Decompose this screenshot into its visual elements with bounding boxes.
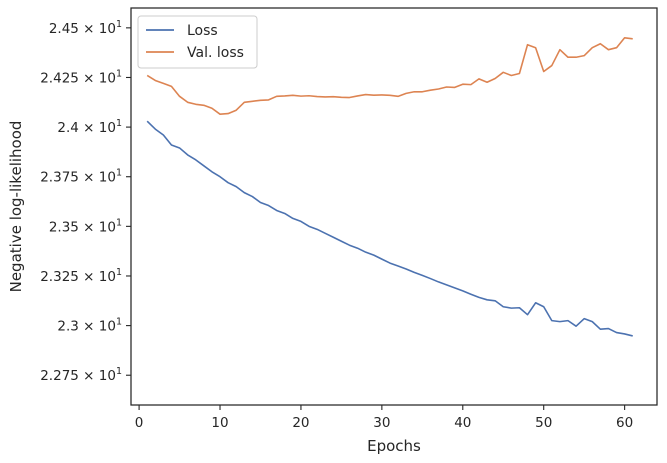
y-tick-label: 2.425 × 101: [40, 68, 122, 86]
x-tick-label: 0: [135, 415, 144, 431]
legend-label: Val. loss: [187, 45, 244, 61]
legend-item: Val. loss: [146, 45, 244, 61]
plot-frame: [130, 7, 658, 406]
legend-label: Loss: [187, 23, 218, 39]
series-line: [146, 36, 633, 115]
x-tick-label: 60: [616, 415, 633, 431]
y-tick-label: 2.325 × 101: [40, 267, 122, 285]
y-axis-label: Negative log-likelihood: [7, 121, 25, 293]
y-tick-label: 2.4 × 101: [57, 118, 122, 136]
series-loss: [146, 120, 633, 337]
y-tick-label: 2.35 × 101: [49, 217, 122, 235]
axes-ticks: 0 10 20 30 40 50 60 2.275 × 101 2.3 × 101 2.325 ×…: [40, 19, 633, 431]
legend-item: Loss: [146, 23, 218, 39]
y-tick-label: 2.275 × 101: [40, 366, 122, 384]
y-tick-label: 2.375 × 101: [40, 168, 122, 186]
plot-area: [146, 36, 633, 337]
legend: Loss Val. loss: [137, 15, 258, 69]
series-line: [146, 120, 633, 337]
series-val-loss: [146, 36, 633, 115]
x-tick-label: 50: [535, 415, 552, 431]
y-tick-label: 2.45 × 101: [49, 19, 122, 37]
x-tick-label: 10: [211, 415, 228, 431]
x-tick-label: 40: [454, 415, 471, 431]
x-axis-label: Epochs: [367, 437, 421, 455]
x-tick-label: 30: [373, 415, 390, 431]
y-tick-label: 2.3 × 101: [57, 317, 122, 335]
legend-box: [137, 15, 258, 69]
x-tick-label: 20: [292, 415, 309, 431]
